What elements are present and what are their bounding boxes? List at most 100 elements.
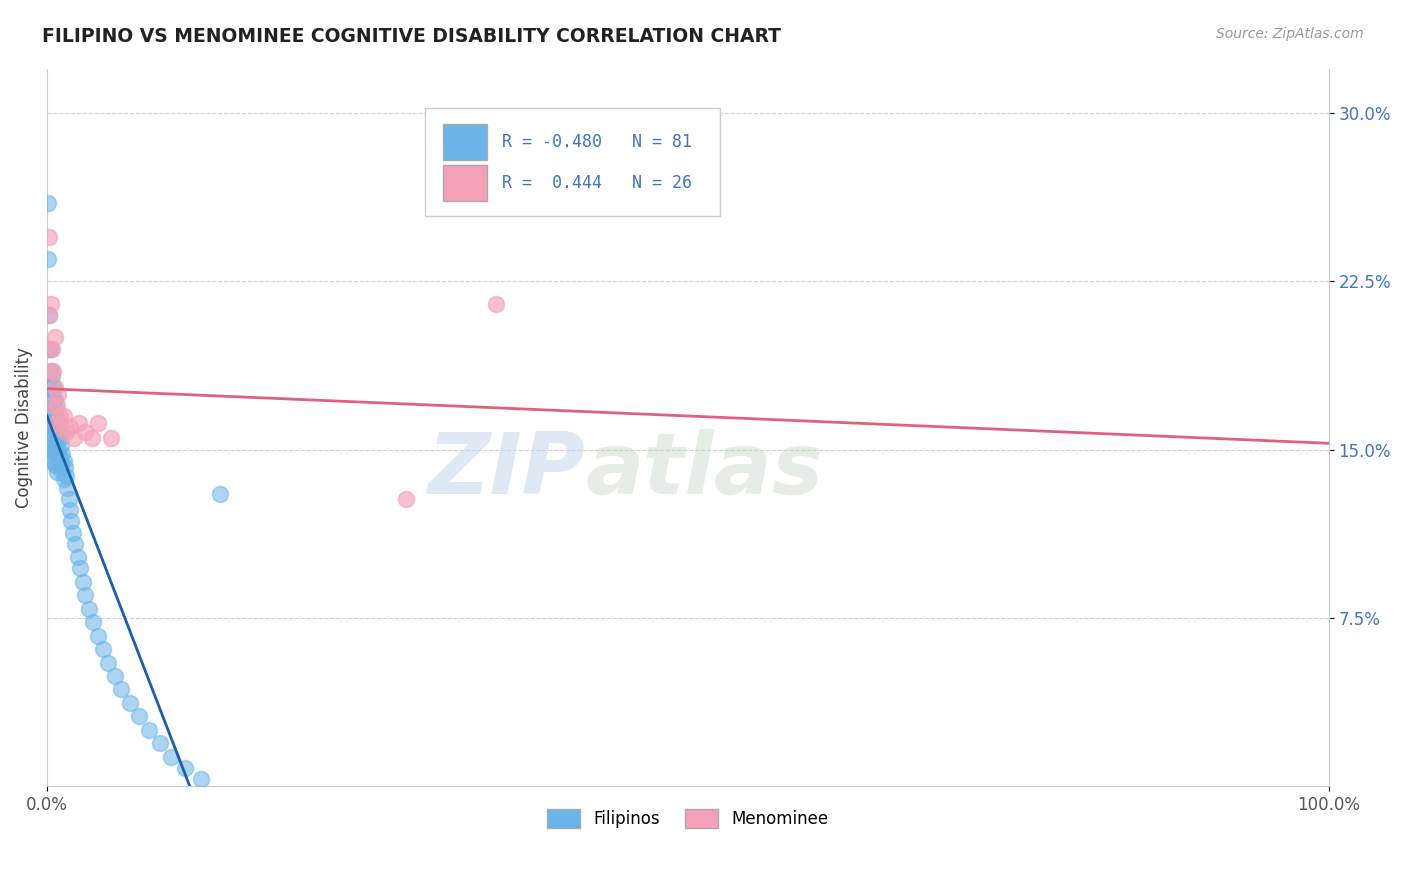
Point: [44, 380, 66, 394]
Point: [160, 749, 183, 764]
Point: [39, 402, 62, 417]
Text: Source: ZipAtlas.com: Source: ZipAtlas.com: [1216, 27, 1364, 41]
Point: [52, 454, 75, 468]
Point: [41, 342, 63, 356]
Point: [97, 656, 120, 670]
Point: [60, 514, 83, 528]
Point: [37, 196, 59, 211]
Point: [41, 416, 63, 430]
Point: [51, 447, 73, 461]
Text: R =  0.444   N = 26: R = 0.444 N = 26: [502, 174, 692, 193]
Point: [48, 409, 70, 423]
Point: [190, 772, 212, 786]
Point: [69, 561, 91, 575]
Point: [37, 342, 59, 356]
Point: [44, 330, 66, 344]
Point: [75, 588, 97, 602]
Point: [39, 364, 62, 378]
Point: [59, 420, 82, 434]
Point: [63, 537, 86, 551]
Point: [38, 442, 60, 457]
Point: [41, 429, 63, 443]
Point: [58, 491, 80, 506]
Y-axis label: Cognitive Disability: Cognitive Disability: [15, 347, 32, 508]
Point: [46, 398, 69, 412]
Point: [46, 465, 69, 479]
Point: [45, 435, 67, 450]
Point: [48, 450, 70, 464]
Point: [120, 696, 142, 710]
Point: [44, 458, 66, 473]
Point: [38, 425, 60, 439]
FancyBboxPatch shape: [425, 108, 720, 216]
Point: [42, 409, 65, 423]
Point: [45, 454, 67, 468]
Point: [39, 386, 62, 401]
Point: [44, 425, 66, 439]
Text: ZIP: ZIP: [427, 429, 585, 512]
Point: [38, 380, 60, 394]
Point: [42, 380, 65, 394]
Point: [46, 447, 69, 461]
Point: [44, 442, 66, 457]
Point: [48, 431, 70, 445]
FancyBboxPatch shape: [443, 124, 486, 161]
Point: [45, 420, 67, 434]
Point: [39, 364, 62, 378]
Point: [41, 368, 63, 383]
Point: [100, 431, 122, 445]
Point: [91, 642, 114, 657]
Point: [39, 297, 62, 311]
Point: [38, 229, 60, 244]
Point: [395, 491, 418, 506]
Text: R = -0.480   N = 81: R = -0.480 N = 81: [502, 133, 692, 151]
Point: [149, 736, 172, 750]
Point: [49, 456, 72, 470]
Point: [46, 413, 69, 427]
Point: [62, 525, 84, 540]
Point: [55, 425, 77, 439]
Point: [59, 503, 82, 517]
Point: [42, 425, 65, 439]
Point: [174, 761, 197, 775]
Point: [48, 458, 70, 473]
Point: [52, 472, 75, 486]
Point: [41, 386, 63, 401]
Text: atlas: atlas: [585, 429, 824, 512]
Point: [87, 416, 110, 430]
Point: [67, 416, 90, 430]
Point: [42, 454, 65, 468]
Point: [37, 252, 59, 266]
Point: [37, 409, 59, 423]
Point: [41, 398, 63, 412]
Point: [37, 342, 59, 356]
Point: [39, 416, 62, 430]
Point: [42, 438, 65, 452]
Point: [44, 393, 66, 408]
Point: [66, 550, 89, 565]
Point: [128, 709, 150, 723]
Point: [52, 409, 75, 423]
Point: [56, 481, 79, 495]
Point: [39, 426, 62, 441]
Text: FILIPINO VS MENOMINEE COGNITIVE DISABILITY CORRELATION CHART: FILIPINO VS MENOMINEE COGNITIVE DISABILI…: [42, 27, 782, 45]
Point: [48, 386, 70, 401]
Point: [44, 409, 66, 423]
Point: [55, 469, 77, 483]
Point: [42, 393, 65, 408]
Point: [82, 615, 104, 629]
FancyBboxPatch shape: [443, 165, 486, 202]
Point: [77, 601, 100, 615]
Point: [45, 402, 67, 417]
Point: [72, 574, 94, 589]
Point: [104, 669, 127, 683]
Point: [38, 342, 60, 356]
Point: [48, 425, 70, 439]
Point: [138, 723, 160, 737]
Point: [38, 409, 60, 423]
Point: [53, 460, 76, 475]
Point: [208, 487, 231, 501]
Point: [62, 431, 84, 445]
Legend: Filipinos, Menominee: Filipinos, Menominee: [540, 802, 835, 835]
Point: [37, 376, 59, 390]
